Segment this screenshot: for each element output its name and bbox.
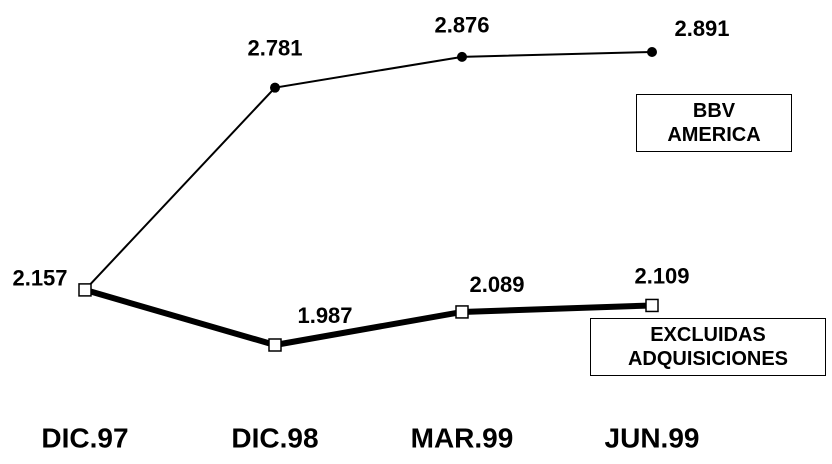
x-tick-label: MAR.99 [411, 422, 514, 453]
line [84, 287, 653, 349]
marker [455, 305, 469, 319]
x-tick-label: DIC.98 [231, 422, 318, 453]
marker [78, 283, 92, 297]
data-label: 2.891 [674, 16, 729, 41]
marker [270, 82, 280, 93]
marker [645, 298, 659, 313]
data-label: 2.781 [247, 35, 302, 60]
marker [647, 47, 657, 57]
marker [457, 51, 467, 62]
line [84, 51, 653, 291]
x-tick-label: DIC.97 [41, 422, 128, 453]
marker [268, 338, 282, 352]
x-tick-label: JUN.99 [605, 422, 700, 453]
legend-entry: BBV AMERICA [636, 94, 792, 152]
data-label: 2.089 [469, 272, 524, 297]
data-label: 2.876 [434, 13, 489, 38]
legend-entry: EXCLUIDAS ADQUISICIONES [590, 318, 826, 376]
data-label: 2.157 [12, 266, 67, 291]
data-label: 2.109 [634, 263, 689, 288]
data-label: 1.987 [297, 303, 352, 328]
